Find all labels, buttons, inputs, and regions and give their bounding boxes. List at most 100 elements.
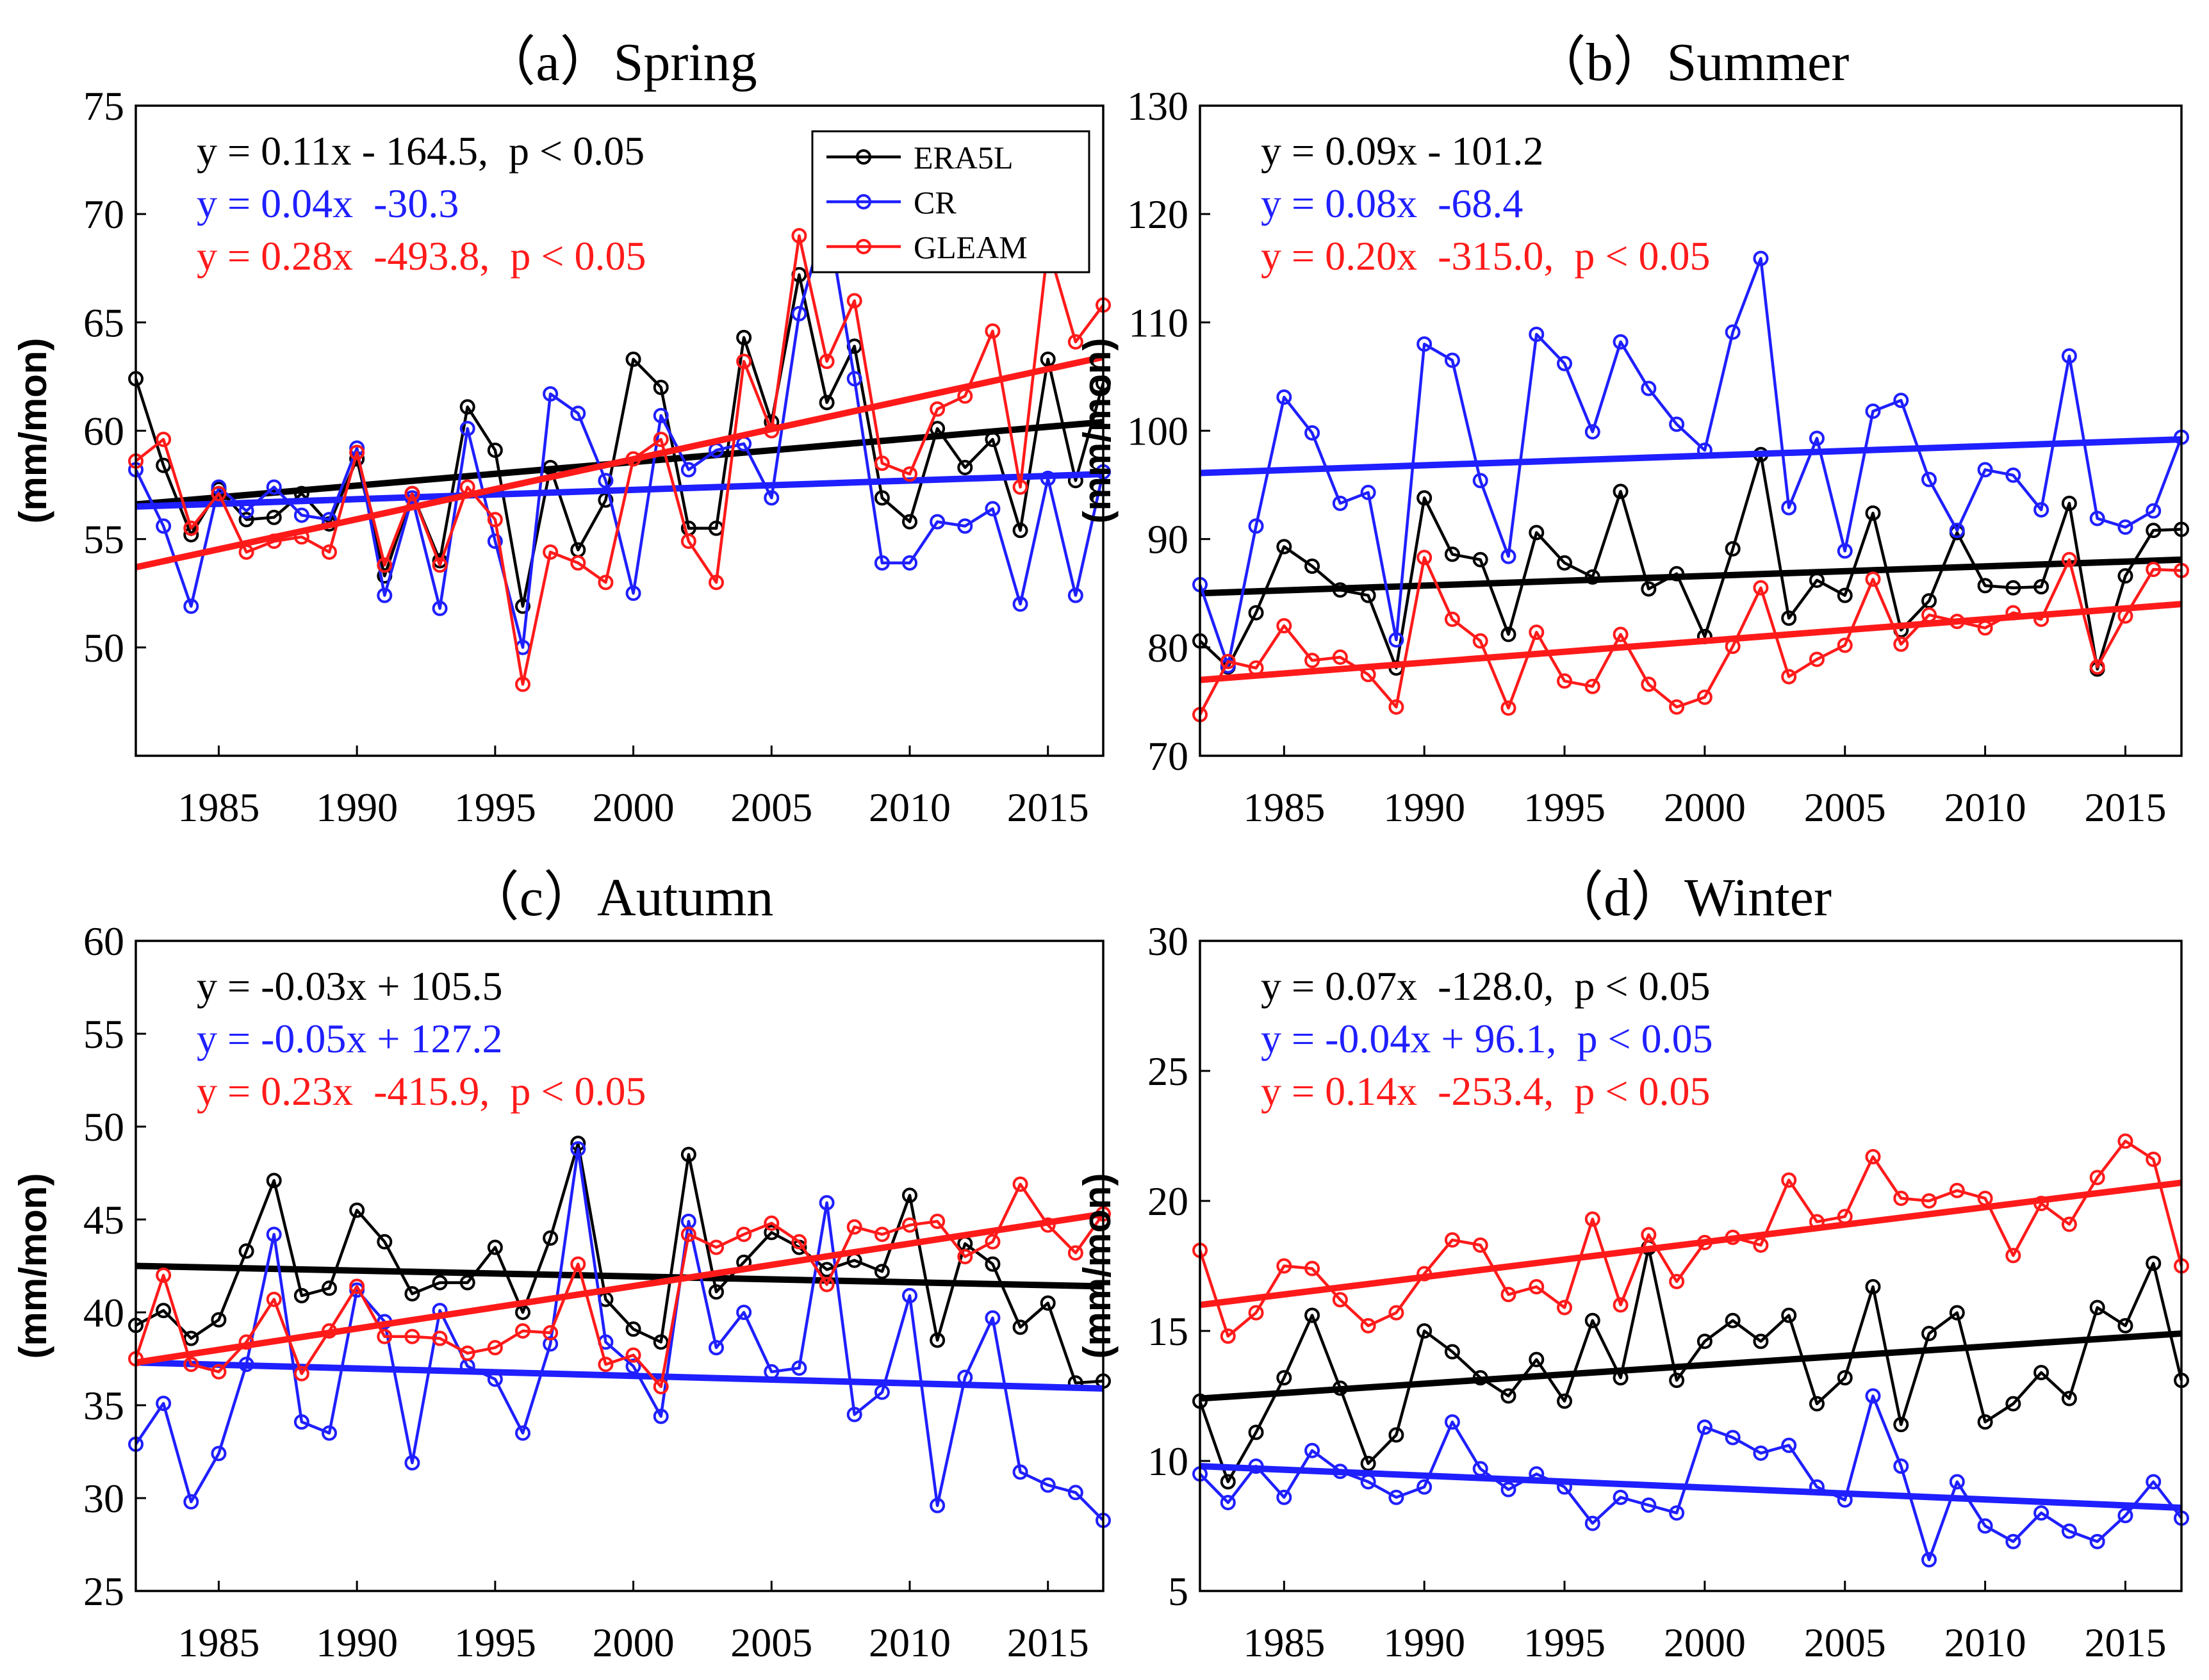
data-point-era5l <box>1276 539 1292 555</box>
panel-title: （c）Autumn <box>466 868 774 927</box>
data-point-gleam <box>930 401 946 417</box>
series-line-gleam <box>135 234 1104 686</box>
data-point-cr <box>1067 1485 1083 1501</box>
data-point-gleam <box>1669 1273 1685 1289</box>
trend-equation: y = 0.07x -128.0, p < 0.05 <box>1261 963 1711 1009</box>
data-point-gleam <box>570 555 586 571</box>
y-tick-label: 110 <box>1128 300 1188 345</box>
data-point-era5l <box>1529 525 1545 541</box>
y-tick-label: 40 <box>83 1290 124 1335</box>
data-point-gleam <box>2146 1152 2162 1168</box>
data-point-era5l <box>293 1287 309 1303</box>
data-point-cr <box>1248 518 1264 534</box>
data-point-era5l <box>1012 1319 1028 1335</box>
data-point-cr <box>2033 502 2049 518</box>
data-point-era5l <box>1040 1295 1056 1311</box>
y-tick-label: 5 <box>1168 1569 1188 1614</box>
data-point-cr <box>2117 1508 2133 1524</box>
data-point-era5l <box>874 490 890 506</box>
data-point-cr <box>2033 1505 2049 1521</box>
data-point-era5l <box>156 1303 172 1319</box>
data-point-era5l <box>957 460 973 476</box>
data-point-cr <box>487 534 503 550</box>
data-point-era5l <box>377 1234 393 1250</box>
data-point-cr <box>680 462 696 478</box>
data-point-gleam <box>2061 551 2077 567</box>
x-tick-label: 1985 <box>1243 785 1325 830</box>
data-point-era5l <box>487 1239 503 1255</box>
data-point-cr <box>625 1358 641 1374</box>
trend-line-gleam <box>1199 601 2182 683</box>
data-point-gleam <box>266 1291 282 1307</box>
data-point-cr <box>1304 1442 1320 1458</box>
data-point-gleam <box>459 1345 475 1361</box>
data-point-cr <box>1613 334 1629 350</box>
data-point-gleam <box>1220 1328 1236 1344</box>
data-point-era5l <box>211 1312 227 1328</box>
trend-equation: y = -0.05x + 127.2 <box>197 1016 503 1061</box>
data-point-cr <box>183 1494 199 1510</box>
data-point-gleam <box>1529 624 1545 640</box>
series-cr <box>128 1141 1111 1528</box>
data-point-gleam <box>709 575 724 591</box>
data-point-cr <box>1584 1515 1600 1531</box>
x-tick-label: 1985 <box>177 1620 259 1665</box>
data-point-era5l <box>1641 581 1657 597</box>
data-point-era5l <box>1977 1414 1993 1430</box>
data-point-gleam <box>1276 1258 1292 1274</box>
data-point-cr <box>1781 1437 1797 1453</box>
data-point-era5l <box>1725 541 1741 557</box>
data-point-gleam <box>874 1227 890 1243</box>
data-point-era5l <box>1809 1396 1825 1412</box>
data-point-gleam <box>156 432 172 448</box>
trend-equation: y = 0.08x -68.4 <box>1261 181 1523 226</box>
panel-2: （b）Summer (mm/mon) 70 80 90 100 110 120 130 1985 1… <box>1076 33 2189 830</box>
data-point-era5l <box>238 512 254 528</box>
data-point-era5l <box>2061 495 2077 511</box>
data-point-gleam <box>791 228 807 243</box>
data-point-cr <box>570 1141 586 1157</box>
data-point-era5l <box>2005 580 2021 596</box>
data-point-era5l <box>930 1332 946 1348</box>
data-point-cr <box>874 555 890 571</box>
data-point-gleam <box>183 520 199 536</box>
data-point-era5l <box>902 514 917 530</box>
data-point-era5l <box>1893 1417 1909 1433</box>
data-point-era5l <box>625 1321 641 1337</box>
series-line-era5l <box>135 1141 1104 1385</box>
data-point-cr <box>1012 596 1028 612</box>
y-tick-label: 60 <box>83 409 124 454</box>
data-point-era5l <box>515 598 530 614</box>
data-point-gleam <box>293 1366 309 1382</box>
legend-label-era5l: ERA5L <box>914 140 1014 175</box>
y-tick-label: 50 <box>83 1104 124 1150</box>
data-point-gleam <box>570 1256 586 1272</box>
x-tick-label: 1995 <box>1523 785 1605 830</box>
panel-3: （c）Autumn (mm/mon) 25 30 35 40 45 50 55 60 1985 199… <box>12 868 1111 1665</box>
data-point-era5l <box>183 1330 199 1346</box>
data-point-era5l <box>2033 579 2049 595</box>
data-point-gleam <box>1781 669 1797 685</box>
data-point-gleam <box>1696 689 1712 705</box>
data-point-cr <box>1220 658 1236 674</box>
x-tick-label: 1995 <box>1523 1620 1605 1665</box>
y-tick-label: 55 <box>83 517 124 562</box>
data-point-era5l <box>902 1187 917 1203</box>
data-point-cr <box>1388 1489 1404 1505</box>
data-point-cr <box>1921 471 1937 487</box>
y-tick-label: 50 <box>83 625 124 671</box>
data-point-cr <box>1753 1445 1769 1461</box>
data-point-cr <box>459 421 475 437</box>
panel-1: （a）Spring (mm/mon) 50 55 60 65 70 75 1985 1990 199… <box>12 33 1111 830</box>
x-tick-label: 2010 <box>869 785 951 830</box>
data-point-gleam <box>377 1328 393 1344</box>
data-point-gleam <box>349 444 365 461</box>
y-tick-label: 80 <box>1147 625 1188 671</box>
x-tick-label: 1985 <box>177 785 259 830</box>
data-point-gleam <box>1865 571 1881 587</box>
data-point-cr <box>846 1407 862 1423</box>
data-point-gleam <box>598 575 614 591</box>
series-line-cr <box>1199 1394 2183 1562</box>
data-point-gleam <box>736 354 752 370</box>
